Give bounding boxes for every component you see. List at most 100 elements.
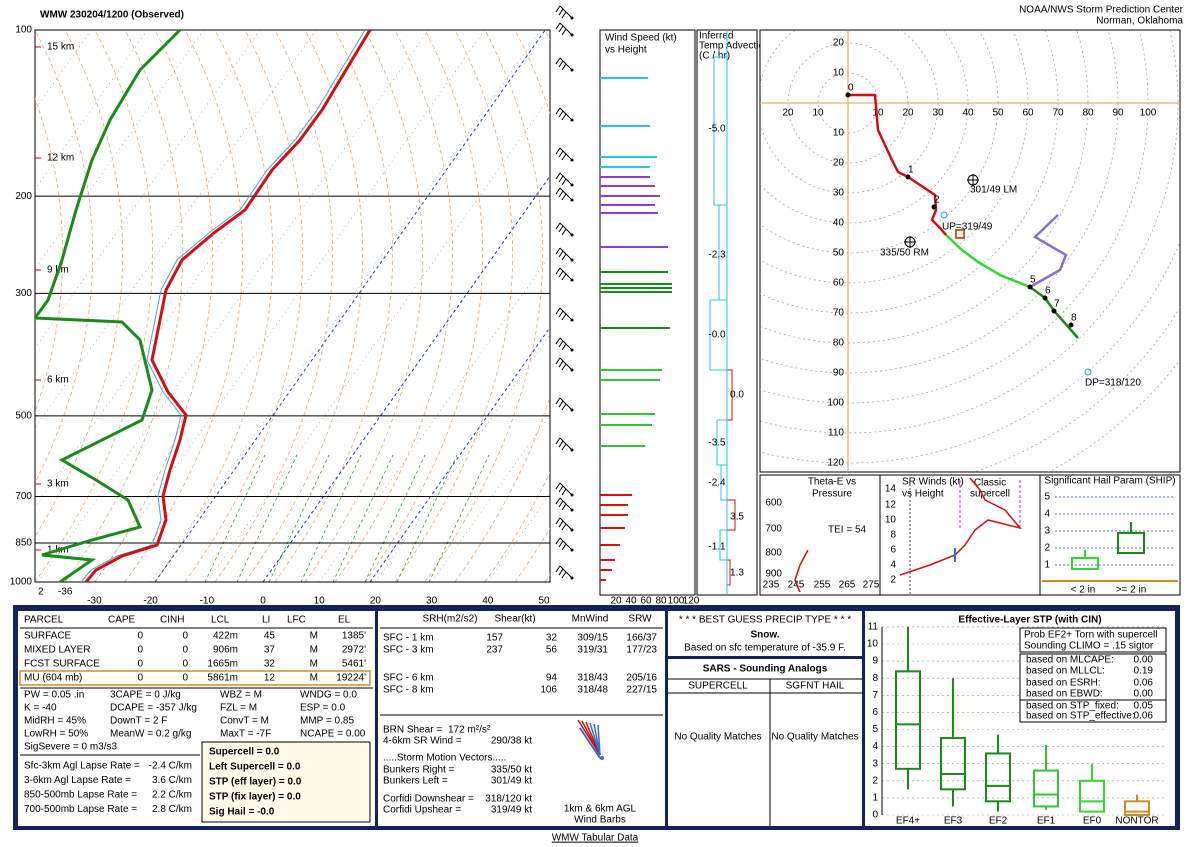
kin-cell: 318/43 [577,673,608,684]
dry-adiabat [184,30,303,582]
dry-adiabat [364,30,483,582]
barb-flag [561,443,567,451]
temp-label: 30 [426,596,438,607]
hodo-height: 8 [1071,313,1077,324]
based-value: 0.06 [1134,678,1154,689]
sars-note: No Quality Matches [674,732,761,743]
barb-flag [561,63,567,71]
dry-adiabat [35,30,123,538]
barb-dot [570,68,574,72]
panel-title: Temp Advection [699,41,770,52]
lapse-label: 3-6km Agl Lapse Rate = [24,775,131,786]
tick-label: 900 [765,569,782,580]
advection-value: -3.5 [708,438,726,449]
tei: TEI = 54 [828,525,867,536]
precip-panel [668,611,862,656]
corfidi [1084,368,1092,376]
hodo-annotation: DP=318/120 [1085,378,1141,389]
table-cell: 0 [137,673,143,684]
dry-adiabat [244,30,363,582]
table-cell: 0 [182,645,188,656]
hodo-height: 1 [908,165,914,176]
stp-box [985,752,1011,803]
hodo-tick: 50 [833,248,845,259]
dry-adiabat [94,30,213,582]
barb-dot [570,548,574,552]
mixing-ratio [262,175,550,582]
temp-label: 50 [538,596,550,607]
hodo-tick: 90 [1112,108,1124,119]
height-label: 6 km [47,375,69,386]
barb-dot [570,408,574,412]
table-cell: 5861m [207,673,238,684]
prob-text: Sounding CLIMO = .15 sigtor [1024,641,1154,652]
hodo-tick: 120 [827,458,844,469]
barb-flag [558,175,564,183]
footer-link[interactable]: WMW Tabular Data [552,833,639,844]
barb-flag [555,187,561,195]
barb-flag [555,5,561,13]
barb-flag [555,307,561,315]
stp-title: Effective-Layer STP (with CIN) [958,615,1101,626]
barb-flag [561,113,567,121]
table-cell: 45 [264,631,276,642]
tick-label: 12 [885,500,897,511]
table-header: LCL [211,615,230,626]
tick-label: 1 [1044,560,1050,571]
dry-adiabat [214,30,333,582]
tick-label: 100 [668,596,685,607]
advection-value: -2.3 [708,250,726,261]
barb-flag [561,543,567,551]
barb-flag [555,57,561,65]
barb-flag [558,400,564,408]
barb-flag [555,537,561,545]
panel-title: Wind Speed (kt) [605,33,677,44]
sars-panel [668,659,862,826]
barb-flag [558,110,564,118]
hodo-height: 0 [848,83,854,94]
composite-index: STP (fix layer) = 0.0 [209,792,301,803]
hodo-height: 6 [1045,286,1051,297]
tick-label: 40 [625,596,637,607]
table-cell: 0 [182,631,188,642]
advection-value: -2.4 [708,478,726,489]
barb-flag [558,540,564,548]
dewpoint-trace [35,30,182,582]
hodo-tick: 110 [828,428,844,439]
tick-label: 2 [1044,543,1050,554]
based-value: 0.06 [1134,711,1154,722]
barb-flag [555,222,561,230]
barb-flag [558,225,564,233]
index: DCAPE = -357 J/kg [110,703,197,714]
prob-box [1019,627,1167,653]
barb-flag [555,247,561,255]
table-cell: M [310,631,318,642]
barb-dot [570,158,574,162]
hodograph-frame [759,29,1181,473]
hodo-tick: 20 [833,158,845,169]
tick-label: 235 [763,580,780,591]
hodo-tick: 80 [1082,108,1094,119]
based-label: based on MLLCL: [1026,666,1105,677]
title: WMW 230204/1200 (Observed) [40,10,184,21]
barb-dot [570,348,574,352]
barb-flag [558,485,564,493]
table-cell: 12 [264,673,276,684]
table-cell: 32 [264,659,276,670]
barb-flag [561,403,567,411]
pressure-label: 850 [15,538,32,549]
kin-label: Bunkers Left = [383,776,448,787]
hodo-tick: 70 [1052,108,1064,119]
sars-column: SGFNT HAIL [786,681,845,692]
hodo-height: 2 [934,195,940,206]
hodo-trace [1029,285,1079,339]
barb-flag [561,153,567,161]
hodo-tick: 10 [833,128,845,139]
dry-adiabat [484,30,550,582]
barb-flag [555,337,561,345]
barb-flag [555,22,561,30]
hodo-tick: 80 [833,338,845,349]
based-value: 0.19 [1134,666,1154,677]
barb-flag [561,523,567,531]
barb-flag [555,107,561,115]
